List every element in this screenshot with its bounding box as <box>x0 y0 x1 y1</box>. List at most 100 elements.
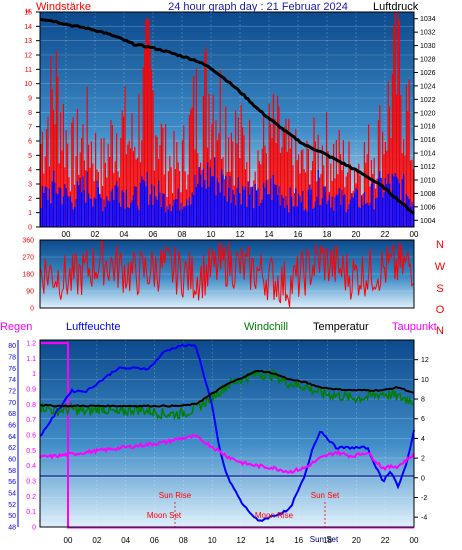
y-tick-label: 0 <box>421 475 425 482</box>
x-tick-label: 04 <box>120 230 129 239</box>
y-tick-label: 13 <box>24 38 32 45</box>
y-tick-label: 0.6 <box>26 433 36 440</box>
x-tick-label: 06 <box>149 230 158 239</box>
y-tick-label: 58 <box>8 468 16 475</box>
x-tick-label: 18 <box>323 230 332 239</box>
y-tick-label: 270 <box>22 255 34 262</box>
y-tick-label: 1026 <box>420 70 436 77</box>
y-tick-label: 2 <box>421 456 425 463</box>
wind-pressure-panel: 0123456789101112131415100410061008101010… <box>24 1 435 239</box>
y-tick-label: 1024 <box>420 83 436 90</box>
humidity-line <box>39 343 415 522</box>
y-tick-label: 1.2 <box>26 341 36 348</box>
x-tick-label: 22 <box>381 536 390 545</box>
x-tick-label: 22 <box>381 230 390 239</box>
y-tick-label: 0 <box>32 525 36 532</box>
x-tick-label: 08 <box>178 230 187 239</box>
y-tick-label: 1020 <box>420 110 436 117</box>
y-tick-label: 10 <box>421 377 429 384</box>
y-tick-label: 360 <box>22 238 34 245</box>
y-tick-label: 0.4 <box>26 463 36 470</box>
taupunkt-label: Taupunkt <box>392 321 437 333</box>
kt-unit-label: kt <box>26 9 31 15</box>
x-tick-label: 02 <box>92 536 101 545</box>
y-tick-label: 12 <box>24 53 32 60</box>
y-tick-label: 1004 <box>420 218 436 225</box>
y-tick-label: 80 <box>8 343 16 350</box>
temperature-line <box>39 369 415 408</box>
y-tick-label: 0.3 <box>26 479 36 486</box>
direction-label: O <box>436 304 445 316</box>
event-label: Sun Set <box>310 535 339 544</box>
x-tick-label: 18 <box>323 536 332 545</box>
y-tick-label: 11 <box>25 67 32 74</box>
y-tick-label: 0.1 <box>26 509 36 516</box>
windstaerke-label: Windstärke <box>36 1 91 13</box>
x-tick-label: 10 <box>208 536 217 545</box>
y-tick-label: 1018 <box>420 124 436 131</box>
temperature-plot-area <box>40 340 414 527</box>
y-tick-label: 4 <box>28 167 32 174</box>
x-tick-label: 10 <box>207 230 216 239</box>
y-tick-label: 52 <box>8 502 16 509</box>
y-tick-label: 0.5 <box>26 448 36 455</box>
y-tick-label: 1012 <box>420 164 436 171</box>
y-tick-label: 8 <box>28 110 32 117</box>
y-tick-label: 1032 <box>420 30 436 37</box>
event-label: Moon Set <box>147 511 182 520</box>
y-tick-label: 0.8 <box>26 402 36 409</box>
y-tick-label: 1 <box>32 371 36 378</box>
y-tick-label: 74 <box>8 377 16 384</box>
y-tick-label: 1030 <box>420 43 436 50</box>
y-tick-label: 1008 <box>420 191 436 198</box>
y-tick-label: 1014 <box>420 151 436 158</box>
y-tick-label: 2 <box>28 196 32 203</box>
x-tick-label: 12 <box>237 536 246 545</box>
x-tick-label: 04 <box>121 536 130 545</box>
y-tick-label: 0.2 <box>26 494 36 501</box>
y-tick-label: 0.7 <box>26 417 36 424</box>
temperature-axes: -4-2024681012485052545658606264666870727… <box>8 339 429 545</box>
x-tick-label: 14 <box>265 536 274 545</box>
x-tick-label: 00 <box>62 230 71 239</box>
y-tick-label: 0 <box>30 306 34 313</box>
temperature-panel: Regen Luftfeuchte Windchill Temperatur T… <box>0 321 437 545</box>
y-tick-label: 62 <box>8 445 16 452</box>
y-tick-label: 68 <box>8 411 16 418</box>
direction-label: S <box>436 283 443 295</box>
y-tick-label: 4 <box>421 436 425 443</box>
event-label: Sun Set <box>311 491 340 500</box>
dewpoint-line <box>39 434 415 474</box>
chart-title: 24 hour graph day : 21 Februar 2024 <box>168 1 348 13</box>
x-tick-label: 00 <box>410 230 419 239</box>
x-tick-label: 20 <box>352 230 361 239</box>
y-tick-label: 76 <box>8 366 16 373</box>
pressure-line <box>39 17 415 215</box>
y-tick-label: 56 <box>8 479 16 486</box>
astro-events: Sun Rise Moon Set Sun Set Moon Rise Sun Set <box>147 491 340 544</box>
y-tick-label: 1022 <box>420 97 436 104</box>
x-tick-label: 20 <box>352 536 361 545</box>
y-tick-label: 9 <box>28 96 32 103</box>
y-tick-label: 1.1 <box>26 356 36 363</box>
direction-label: W <box>435 261 446 273</box>
y-tick-label: 1034 <box>420 16 436 23</box>
plot-border <box>39 11 415 228</box>
direction-label: N <box>436 325 444 337</box>
y-tick-label: 10 <box>24 81 32 88</box>
y-tick-label: 64 <box>8 434 16 441</box>
event-label: Sun Rise <box>159 491 192 500</box>
x-tick-label: 00 <box>410 536 419 545</box>
y-tick-label: 180 <box>22 272 34 279</box>
regen-label: Regen <box>0 321 32 333</box>
x-tick-label: 02 <box>91 230 100 239</box>
x-tick-label: 00 <box>64 536 73 545</box>
plot-border <box>39 339 415 528</box>
y-tick-label: 1010 <box>420 177 436 184</box>
x-tick-label: 12 <box>236 230 245 239</box>
y-tick-label: 14 <box>24 24 32 31</box>
y-tick-label: 6 <box>28 139 32 146</box>
y-tick-label: 7 <box>28 124 32 131</box>
